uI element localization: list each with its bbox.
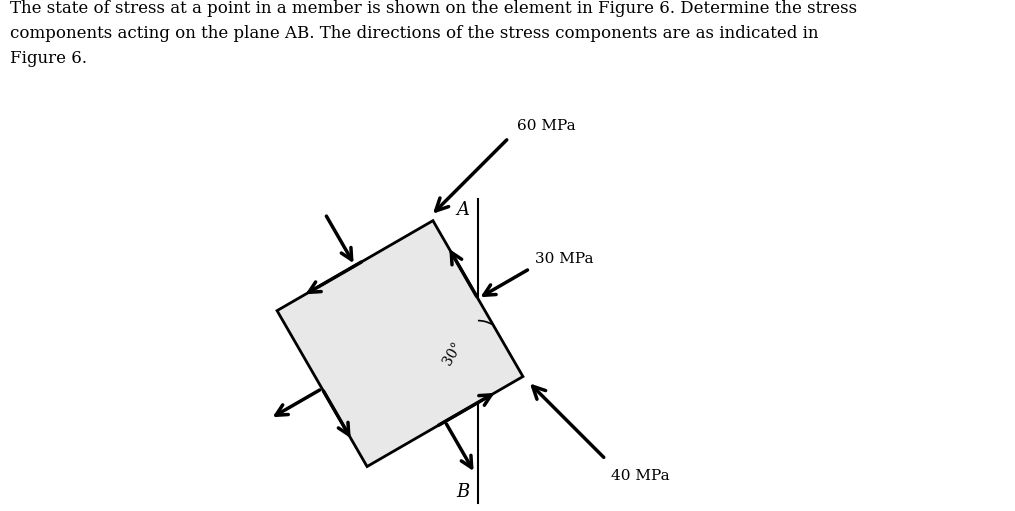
Text: 30°: 30° bbox=[441, 339, 465, 368]
Text: 60 MPa: 60 MPa bbox=[517, 119, 576, 133]
Text: B: B bbox=[457, 483, 470, 501]
Text: 30 MPa: 30 MPa bbox=[535, 251, 594, 266]
Text: 40 MPa: 40 MPa bbox=[611, 469, 669, 483]
Text: The state of stress at a point in a member is shown on the element in Figure 6. : The state of stress at a point in a memb… bbox=[10, 0, 858, 66]
Polygon shape bbox=[277, 221, 523, 467]
Text: A: A bbox=[457, 201, 470, 219]
